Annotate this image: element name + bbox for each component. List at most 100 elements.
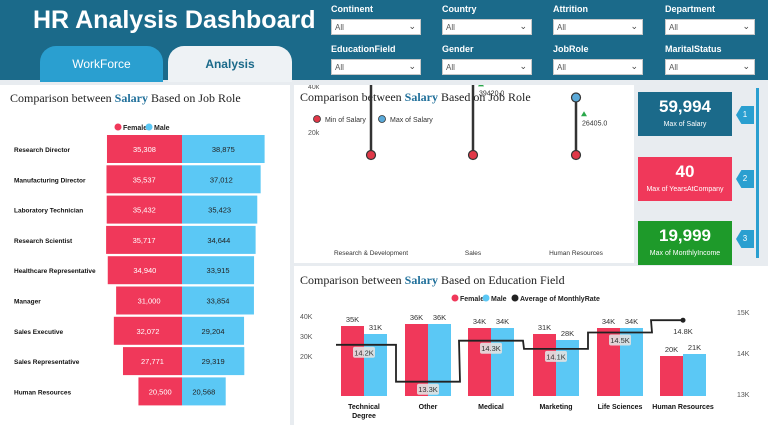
filter-dropdown[interactable]: All ⌄ <box>442 19 532 35</box>
female-salary-label: 31,000 <box>138 297 161 306</box>
avg-monthly-rate-label: 14.1K <box>546 352 566 361</box>
kpi-max-years: 40 Max of YearsAtCompany <box>638 157 732 201</box>
filter-maritalstatus[interactable]: MaritalStatus All ⌄ <box>665 44 755 75</box>
max-salary-point <box>570 92 582 103</box>
male-salary-label: 20,568 <box>192 387 215 396</box>
filter-country[interactable]: Country All ⌄ <box>442 4 532 35</box>
female-salary-label: 35,308 <box>133 145 156 154</box>
male-salary-label: 37,012 <box>210 175 233 184</box>
education-salary-chart: Female Male Average of MonthlyRate 20K 30K 40… <box>300 294 750 420</box>
female-salary-bar <box>107 256 182 285</box>
tab-workforce[interactable]: WorkForce <box>40 46 163 82</box>
avg-monthly-rate-label: 14.2K <box>354 348 374 357</box>
education-x-tick: Medical <box>478 404 504 411</box>
legend-female-marker <box>114 123 122 131</box>
y-tick-label: 20k <box>308 130 320 137</box>
filter-jobrole[interactable]: JobRole All ⌄ <box>553 44 643 75</box>
education-x-tick: Human Resources <box>652 404 714 411</box>
female-salary-label: 35,717 <box>133 236 156 245</box>
female-salary-bar <box>113 316 182 345</box>
job-role-x-tick: Research & Development <box>334 250 408 257</box>
female-salary-label: 20,500 <box>149 387 172 396</box>
average-marker-icon <box>581 111 587 117</box>
min-salary-point <box>570 149 582 161</box>
education-salary-card: Comparison between Salary Based on Educa… <box>294 266 768 425</box>
female-salary-label: 34K <box>602 317 615 326</box>
kpi-label: Max of Salary <box>663 121 707 128</box>
filter-dropdown[interactable]: All ⌄ <box>331 19 421 35</box>
filter-dropdown[interactable]: All ⌄ <box>553 19 643 35</box>
legend-male-marker <box>482 294 490 302</box>
job-role-tick-label: Human Resources <box>14 389 71 396</box>
education-x-tick: Other <box>419 404 438 411</box>
male-salary-bar <box>182 225 256 254</box>
job-role-tick-label: Manufacturing Director <box>14 177 86 184</box>
female-salary-bar <box>106 225 182 254</box>
filter-gender[interactable]: Gender All ⌄ <box>442 44 532 75</box>
filter-value: All <box>669 63 678 72</box>
kpi-marker-3[interactable]: 3 <box>736 230 754 248</box>
dashboard-title: HR Analysis Dashboard <box>33 6 316 34</box>
male-salary-bar <box>182 377 226 406</box>
male-salary-label: 29,319 <box>202 357 225 366</box>
kpi-marker-2[interactable]: 2 <box>736 170 754 188</box>
female-salary-label: 34K <box>473 317 486 326</box>
job-role-x-tick: Human Resources <box>549 250 604 257</box>
female-salary-label: 35,432 <box>133 206 156 215</box>
legend-avg-label: Average of MonthlyRate <box>520 296 600 303</box>
male-salary-label: 33,854 <box>206 297 229 306</box>
filter-continent[interactable]: Continent All ⌄ <box>331 4 421 35</box>
filter-educationfield[interactable]: EducationField All ⌄ <box>331 44 421 75</box>
female-salary-bar <box>341 326 364 396</box>
filter-dropdown[interactable]: All ⌄ <box>442 59 532 75</box>
filter-label: Attrition <box>553 4 588 14</box>
average-salary-label: 26405.0 <box>582 120 607 127</box>
male-salary-bar <box>182 165 261 194</box>
female-salary-label: 31K <box>538 323 551 332</box>
female-salary-label: 35,537 <box>133 175 156 184</box>
filter-attrition[interactable]: Attrition All ⌄ <box>553 4 643 35</box>
avg-monthly-rate-label: 13.3K <box>418 385 438 394</box>
y-left-tick-label: 20K <box>300 354 313 361</box>
job-role-salary-card: Comparison between Salary Based on Job R… <box>0 85 290 425</box>
male-salary-label: 34K <box>625 317 638 326</box>
filter-value: All <box>446 23 455 32</box>
filter-dropdown[interactable]: All ⌄ <box>665 59 755 75</box>
female-salary-label: 32,072 <box>136 327 159 336</box>
male-salary-bar <box>182 316 245 345</box>
male-salary-bar <box>182 195 258 224</box>
kpi-marker-1[interactable]: 1 <box>736 106 754 124</box>
job-role-chart-title: Comparison between Salary Based on Job R… <box>10 91 241 105</box>
kpi-label: Max of MonthlyIncome <box>649 250 721 257</box>
male-salary-bar <box>182 135 265 163</box>
avg-monthly-rate-point <box>680 317 686 323</box>
kpi-max-salary: 59,994 Max of Salary <box>638 92 732 136</box>
filter-department[interactable]: Department All ⌄ <box>665 4 755 35</box>
filter-value: All <box>557 63 566 72</box>
filter-dropdown[interactable]: All ⌄ <box>331 59 421 75</box>
kpi-value: 40 <box>675 162 695 181</box>
male-salary-bar <box>364 334 387 396</box>
avg-label-box <box>417 383 439 395</box>
chevron-down-icon: ⌄ <box>742 21 750 31</box>
education-x-tick: Life Sciences <box>598 404 643 411</box>
female-salary-bar <box>106 195 182 224</box>
male-salary-bar <box>491 328 514 396</box>
male-salary-label: 38,875 <box>212 145 235 154</box>
legend-avg-marker <box>511 294 519 302</box>
filter-dropdown[interactable]: All ⌄ <box>553 59 643 75</box>
job-role-tick-label: Manager <box>14 299 41 306</box>
filter-value: All <box>669 23 678 32</box>
male-salary-bar <box>428 324 451 396</box>
filter-dropdown[interactable]: All ⌄ <box>665 19 755 35</box>
filter-value: All <box>557 23 566 32</box>
kpi-max-income: 19,999 Max of MonthlyIncome <box>638 221 732 265</box>
avg-monthly-rate-line <box>336 319 683 383</box>
avg-monthly-rate-label: 14.8K <box>673 327 693 336</box>
legend-male-label: Male <box>154 125 170 132</box>
female-salary-bar <box>533 334 556 396</box>
tab-analysis[interactable]: Analysis <box>168 46 292 82</box>
legend-male-marker <box>145 123 153 131</box>
filter-label: Country <box>442 4 477 14</box>
